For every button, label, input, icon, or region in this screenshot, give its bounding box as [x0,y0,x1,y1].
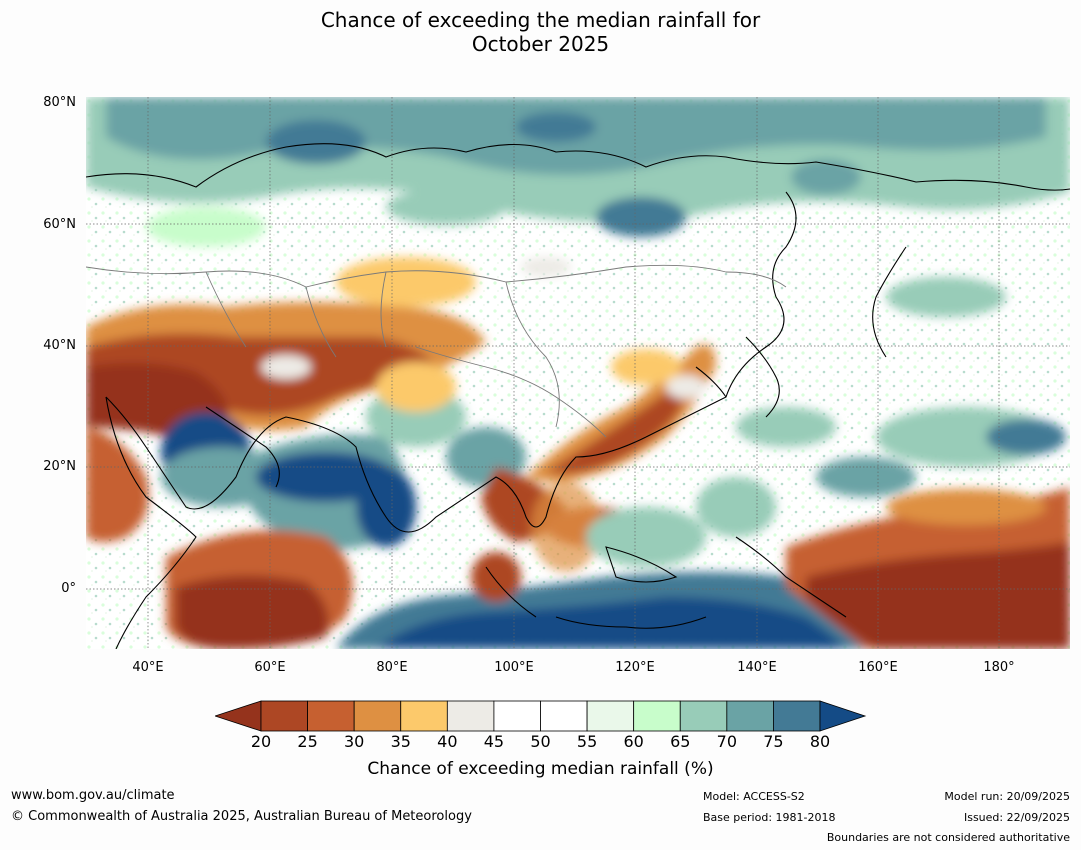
colorbar-tick-30: 30 [343,732,365,751]
lat-label-0: 0° [61,581,76,596]
lon-label-140e: 140°E [737,660,777,675]
colorbar-tick-50: 50 [530,732,551,751]
colorbar-cell-75 [773,700,821,732]
colorbar-tick-25: 25 [297,732,318,751]
colorbar-cell-25 [307,700,355,732]
coastlines [86,143,1070,649]
colorbar-cell-55 [586,700,635,732]
colorbar-tick-80: 80 [809,732,831,751]
lon-label-100e: 100°E [494,660,534,675]
colorbar-cell-60 [633,700,681,732]
model-run-text: Model run: 20/09/2025 [944,790,1070,803]
colorbar-tick-45: 45 [483,732,505,751]
issued-text: Issued: 22/09/2025 [963,811,1070,824]
map-title: Chance of exceeding the median rainfall … [0,8,1081,56]
colorbar-tick-20: 20 [250,732,272,751]
lat-label-40n: 40°N [43,338,76,353]
colorbar-cell-40 [446,700,495,732]
rainfall-map [86,97,1070,649]
rainfall-map-svg [86,97,1070,649]
lon-label-40e: 40°E [132,660,164,675]
base-period-text: Base period: 1981-2018 [703,811,836,824]
colorbar-high-extend [819,700,867,732]
lon-label-80e: 80°E [376,660,408,675]
colorbar-tick-55: 55 [576,732,598,751]
disclaimer-text: Boundaries are not considered authoritat… [826,831,1070,844]
colorbar-label: Chance of exceeding median rainfall (%) [367,759,714,779]
colorbar-cell-30 [353,700,402,732]
colorbar-tick-65: 65 [670,732,691,751]
country-boundaries [86,264,787,438]
colorbar-cell-50 [540,700,588,732]
colorbar-tick-70: 70 [716,732,738,751]
colorbar-cell-70 [726,700,774,732]
colorbar-tick-75: 75 [763,732,784,751]
rainfall-regions [86,97,1070,649]
copyright-text: © Commonwealth of Australia 2025, Austra… [11,809,472,824]
lat-label-20n: 20°N [43,459,76,474]
lon-label-160e: 160°E [858,660,898,675]
colorbar-cell-65 [679,700,728,732]
colorbar-cell-20 [260,700,308,732]
colorbar-tick-40: 40 [437,732,458,751]
lon-label-180: 180° [983,660,1015,675]
website-link[interactable]: www.bom.gov.au/climate [11,788,175,803]
model-text: Model: ACCESS-S2 [703,790,805,803]
colorbar-low-extend [215,700,262,732]
graticule [86,97,1070,649]
colorbar-tick-35: 35 [390,732,411,751]
colorbar-cell-35 [400,700,448,732]
lon-label-120e: 120°E [615,660,655,675]
colorbar-cells [260,700,821,732]
lat-label-60n: 60°N [43,217,76,232]
colorbar [215,700,867,732]
title-line-2: October 2025 [471,32,610,56]
lon-label-60e: 60°E [254,660,286,675]
lat-label-80n: 80°N [43,95,76,110]
title-line-1: Chance of exceeding the median rainfall … [320,8,761,32]
colorbar-cell-45 [493,700,541,732]
colorbar-tick-60: 60 [623,732,644,751]
